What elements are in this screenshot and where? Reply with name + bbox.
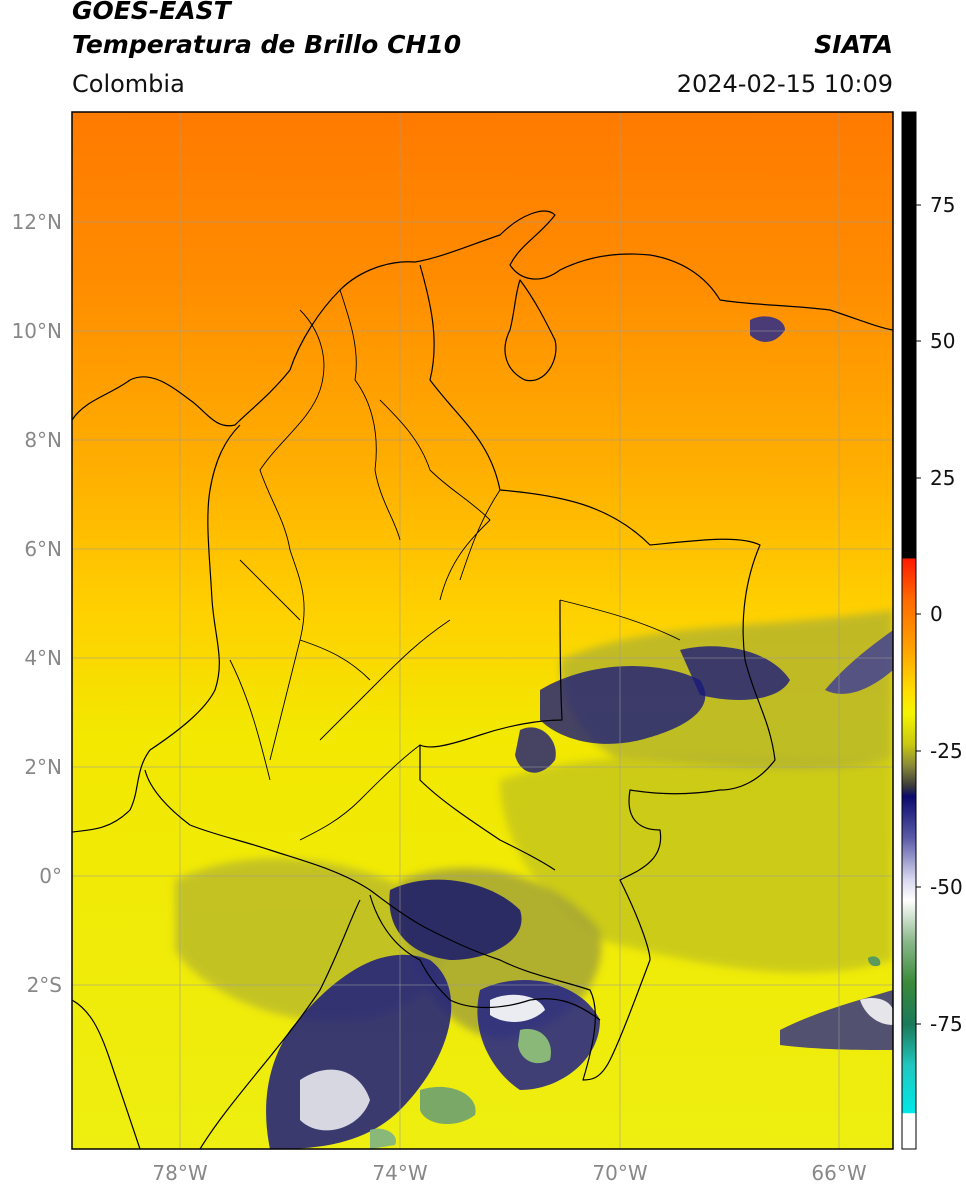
lat-tick-label: 12°N	[12, 210, 62, 234]
lat-tick-label: 6°N	[24, 537, 62, 561]
colorbar-gradient	[901, 111, 917, 1150]
colorbar-tick-label: -75	[930, 1012, 963, 1036]
coastline	[72, 210, 893, 427]
cloud-layer	[175, 316, 893, 1149]
venezuela-border	[419, 599, 563, 871]
colorbar-tick-label: 25	[930, 466, 955, 490]
map-frame	[71, 111, 894, 1150]
colombia-border	[144, 264, 776, 1081]
colorbar-tick-label: -50	[930, 875, 963, 899]
lat-tick-label: 10°N	[12, 319, 62, 343]
lon-tick-label: 70°W	[592, 1161, 647, 1185]
region-label: Colombia	[72, 70, 185, 98]
lon-tick-label: 78°W	[152, 1161, 207, 1185]
colorbar: 75 50 25 0 -25 -50 -75	[901, 111, 963, 1150]
graticule	[72, 112, 893, 1149]
lat-tick-label: 4°N	[24, 646, 62, 670]
department-lines	[229, 289, 681, 841]
lat-tick-label: 2°S	[27, 973, 62, 997]
peru-border	[369, 894, 601, 1021]
lat-tick-label: 2°N	[24, 755, 62, 779]
colorbar-tick-label: 0	[930, 602, 943, 626]
timestamp-label: 2024-02-15 10:09	[676, 70, 893, 98]
lat-tick-label: 8°N	[24, 428, 62, 452]
lon-tick-label: 66°W	[811, 1161, 866, 1185]
lat-axis: 12°N 10°N 8°N 6°N 4°N 2°N 0° 2°S	[12, 210, 62, 997]
title-product: Temperatura de Brillo CH10	[72, 30, 462, 59]
colorbar-tick-label: 75	[930, 193, 955, 217]
colorbar-tick-label: 50	[930, 329, 955, 353]
lon-axis: 78°W 74°W 70°W 66°W	[152, 1161, 866, 1185]
title-satellite: GOES-EAST	[72, 0, 231, 25]
lat-tick-label: 0°	[39, 864, 62, 888]
agency-label: SIATA	[814, 30, 893, 59]
lon-tick-label: 74°W	[372, 1161, 427, 1185]
pacific-coast	[72, 424, 241, 833]
lake-maracaibo	[504, 279, 557, 382]
ecuador-border	[72, 899, 361, 1149]
colorbar-tick-label: -25	[930, 739, 963, 763]
